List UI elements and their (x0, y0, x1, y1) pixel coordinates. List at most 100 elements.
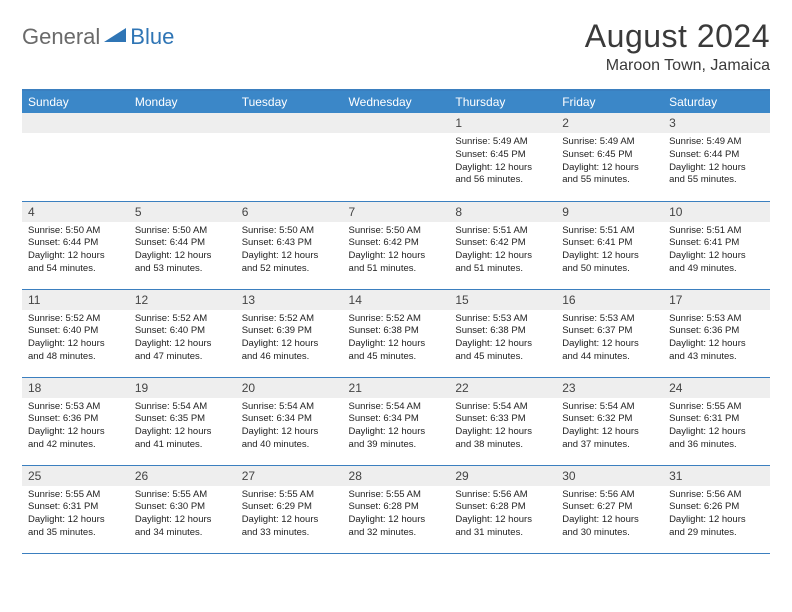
day-detail-line: Daylight: 12 hours and 32 minutes. (349, 514, 444, 540)
calendar-cell: 28Sunrise: 5:55 AMSunset: 6:28 PMDayligh… (343, 465, 450, 553)
day-number: 6 (236, 202, 343, 222)
day-detail-line: Daylight: 12 hours and 35 minutes. (28, 514, 123, 540)
day-details: Sunrise: 5:53 AMSunset: 6:36 PMDaylight:… (663, 310, 770, 368)
day-details: Sunrise: 5:55 AMSunset: 6:31 PMDaylight:… (22, 486, 129, 544)
day-detail-line: Sunrise: 5:52 AM (349, 313, 444, 326)
calendar-cell: 10Sunrise: 5:51 AMSunset: 6:41 PMDayligh… (663, 201, 770, 289)
day-detail-line: Sunset: 6:44 PM (669, 149, 764, 162)
day-detail-line: Daylight: 12 hours and 44 minutes. (562, 338, 657, 364)
calendar-week-row: 1Sunrise: 5:49 AMSunset: 6:45 PMDaylight… (22, 113, 770, 201)
day-number: 1 (449, 113, 556, 133)
day-detail-line: Sunrise: 5:51 AM (669, 225, 764, 238)
header: General Blue August 2024 Maroon Town, Ja… (22, 18, 770, 75)
day-detail-line: Sunrise: 5:50 AM (28, 225, 123, 238)
day-detail-line: Sunrise: 5:49 AM (562, 136, 657, 149)
day-detail-line: Daylight: 12 hours and 53 minutes. (135, 250, 230, 276)
logo-text-blue: Blue (130, 24, 174, 50)
day-details: Sunrise: 5:54 AMSunset: 6:35 PMDaylight:… (129, 398, 236, 456)
calendar-cell: 17Sunrise: 5:53 AMSunset: 6:36 PMDayligh… (663, 289, 770, 377)
day-details: Sunrise: 5:54 AMSunset: 6:32 PMDaylight:… (556, 398, 663, 456)
day-number: 3 (663, 113, 770, 133)
day-number: 2 (556, 113, 663, 133)
calendar-cell: 25Sunrise: 5:55 AMSunset: 6:31 PMDayligh… (22, 465, 129, 553)
day-number: 12 (129, 290, 236, 310)
calendar-table: Sunday Monday Tuesday Wednesday Thursday… (22, 89, 770, 554)
day-detail-line: Daylight: 12 hours and 50 minutes. (562, 250, 657, 276)
day-number: 11 (22, 290, 129, 310)
calendar-cell (129, 113, 236, 201)
day-detail-line: Sunset: 6:30 PM (135, 501, 230, 514)
day-details: Sunrise: 5:56 AMSunset: 6:28 PMDaylight:… (449, 486, 556, 544)
day-detail-line: Sunset: 6:44 PM (28, 237, 123, 250)
calendar-cell: 1Sunrise: 5:49 AMSunset: 6:45 PMDaylight… (449, 113, 556, 201)
day-detail-line: Sunset: 6:36 PM (669, 325, 764, 338)
day-number: 27 (236, 466, 343, 486)
day-number: 25 (22, 466, 129, 486)
day-number: 19 (129, 378, 236, 398)
day-detail-line: Daylight: 12 hours and 36 minutes. (669, 426, 764, 452)
day-detail-line: Daylight: 12 hours and 31 minutes. (455, 514, 550, 540)
day-details: Sunrise: 5:50 AMSunset: 6:42 PMDaylight:… (343, 222, 450, 280)
calendar-week-row: 11Sunrise: 5:52 AMSunset: 6:40 PMDayligh… (22, 289, 770, 377)
day-details (129, 133, 236, 140)
day-number: 15 (449, 290, 556, 310)
day-detail-line: Sunrise: 5:55 AM (28, 489, 123, 502)
day-detail-line: Sunset: 6:29 PM (242, 501, 337, 514)
day-detail-line: Sunset: 6:37 PM (562, 325, 657, 338)
day-detail-line: Daylight: 12 hours and 39 minutes. (349, 426, 444, 452)
day-detail-line: Sunset: 6:45 PM (455, 149, 550, 162)
day-detail-line: Sunrise: 5:54 AM (562, 401, 657, 414)
day-number: 4 (22, 202, 129, 222)
calendar-cell: 26Sunrise: 5:55 AMSunset: 6:30 PMDayligh… (129, 465, 236, 553)
day-detail-line: Sunrise: 5:55 AM (349, 489, 444, 502)
day-detail-line: Sunset: 6:27 PM (562, 501, 657, 514)
day-detail-line: Daylight: 12 hours and 51 minutes. (455, 250, 550, 276)
day-detail-line: Daylight: 12 hours and 41 minutes. (135, 426, 230, 452)
day-details: Sunrise: 5:55 AMSunset: 6:31 PMDaylight:… (663, 398, 770, 456)
day-header: Wednesday (343, 90, 450, 113)
day-number: 22 (449, 378, 556, 398)
day-number: 24 (663, 378, 770, 398)
day-details: Sunrise: 5:51 AMSunset: 6:41 PMDaylight:… (556, 222, 663, 280)
day-details: Sunrise: 5:54 AMSunset: 6:34 PMDaylight:… (236, 398, 343, 456)
day-details: Sunrise: 5:52 AMSunset: 6:38 PMDaylight:… (343, 310, 450, 368)
day-detail-line: Sunset: 6:40 PM (28, 325, 123, 338)
day-detail-line: Sunrise: 5:55 AM (242, 489, 337, 502)
day-header: Saturday (663, 90, 770, 113)
day-detail-line: Daylight: 12 hours and 55 minutes. (562, 162, 657, 188)
calendar-cell: 14Sunrise: 5:52 AMSunset: 6:38 PMDayligh… (343, 289, 450, 377)
day-detail-line: Daylight: 12 hours and 48 minutes. (28, 338, 123, 364)
day-detail-line: Sunrise: 5:50 AM (242, 225, 337, 238)
day-detail-line: Sunset: 6:31 PM (28, 501, 123, 514)
day-details: Sunrise: 5:54 AMSunset: 6:33 PMDaylight:… (449, 398, 556, 456)
day-details: Sunrise: 5:51 AMSunset: 6:41 PMDaylight:… (663, 222, 770, 280)
day-detail-line: Sunrise: 5:53 AM (455, 313, 550, 326)
day-details: Sunrise: 5:50 AMSunset: 6:43 PMDaylight:… (236, 222, 343, 280)
day-header-row: Sunday Monday Tuesday Wednesday Thursday… (22, 90, 770, 113)
day-number (22, 113, 129, 133)
logo-text-general: General (22, 24, 100, 50)
day-detail-line: Daylight: 12 hours and 45 minutes. (455, 338, 550, 364)
calendar-cell: 2Sunrise: 5:49 AMSunset: 6:45 PMDaylight… (556, 113, 663, 201)
day-detail-line: Sunrise: 5:56 AM (562, 489, 657, 502)
day-number: 10 (663, 202, 770, 222)
day-details: Sunrise: 5:50 AMSunset: 6:44 PMDaylight:… (22, 222, 129, 280)
day-detail-line: Sunset: 6:35 PM (135, 413, 230, 426)
calendar-cell: 30Sunrise: 5:56 AMSunset: 6:27 PMDayligh… (556, 465, 663, 553)
day-detail-line: Daylight: 12 hours and 40 minutes. (242, 426, 337, 452)
day-detail-line: Daylight: 12 hours and 34 minutes. (135, 514, 230, 540)
month-title: August 2024 (585, 18, 770, 55)
day-detail-line: Sunrise: 5:51 AM (455, 225, 550, 238)
day-number (129, 113, 236, 133)
day-details: Sunrise: 5:49 AMSunset: 6:45 PMDaylight:… (556, 133, 663, 191)
day-detail-line: Daylight: 12 hours and 38 minutes. (455, 426, 550, 452)
day-detail-line: Daylight: 12 hours and 43 minutes. (669, 338, 764, 364)
day-number: 29 (449, 466, 556, 486)
calendar-cell: 31Sunrise: 5:56 AMSunset: 6:26 PMDayligh… (663, 465, 770, 553)
day-details: Sunrise: 5:56 AMSunset: 6:26 PMDaylight:… (663, 486, 770, 544)
day-number: 28 (343, 466, 450, 486)
day-detail-line: Sunset: 6:26 PM (669, 501, 764, 514)
day-detail-line: Daylight: 12 hours and 52 minutes. (242, 250, 337, 276)
day-details: Sunrise: 5:52 AMSunset: 6:40 PMDaylight:… (22, 310, 129, 368)
day-details: Sunrise: 5:50 AMSunset: 6:44 PMDaylight:… (129, 222, 236, 280)
